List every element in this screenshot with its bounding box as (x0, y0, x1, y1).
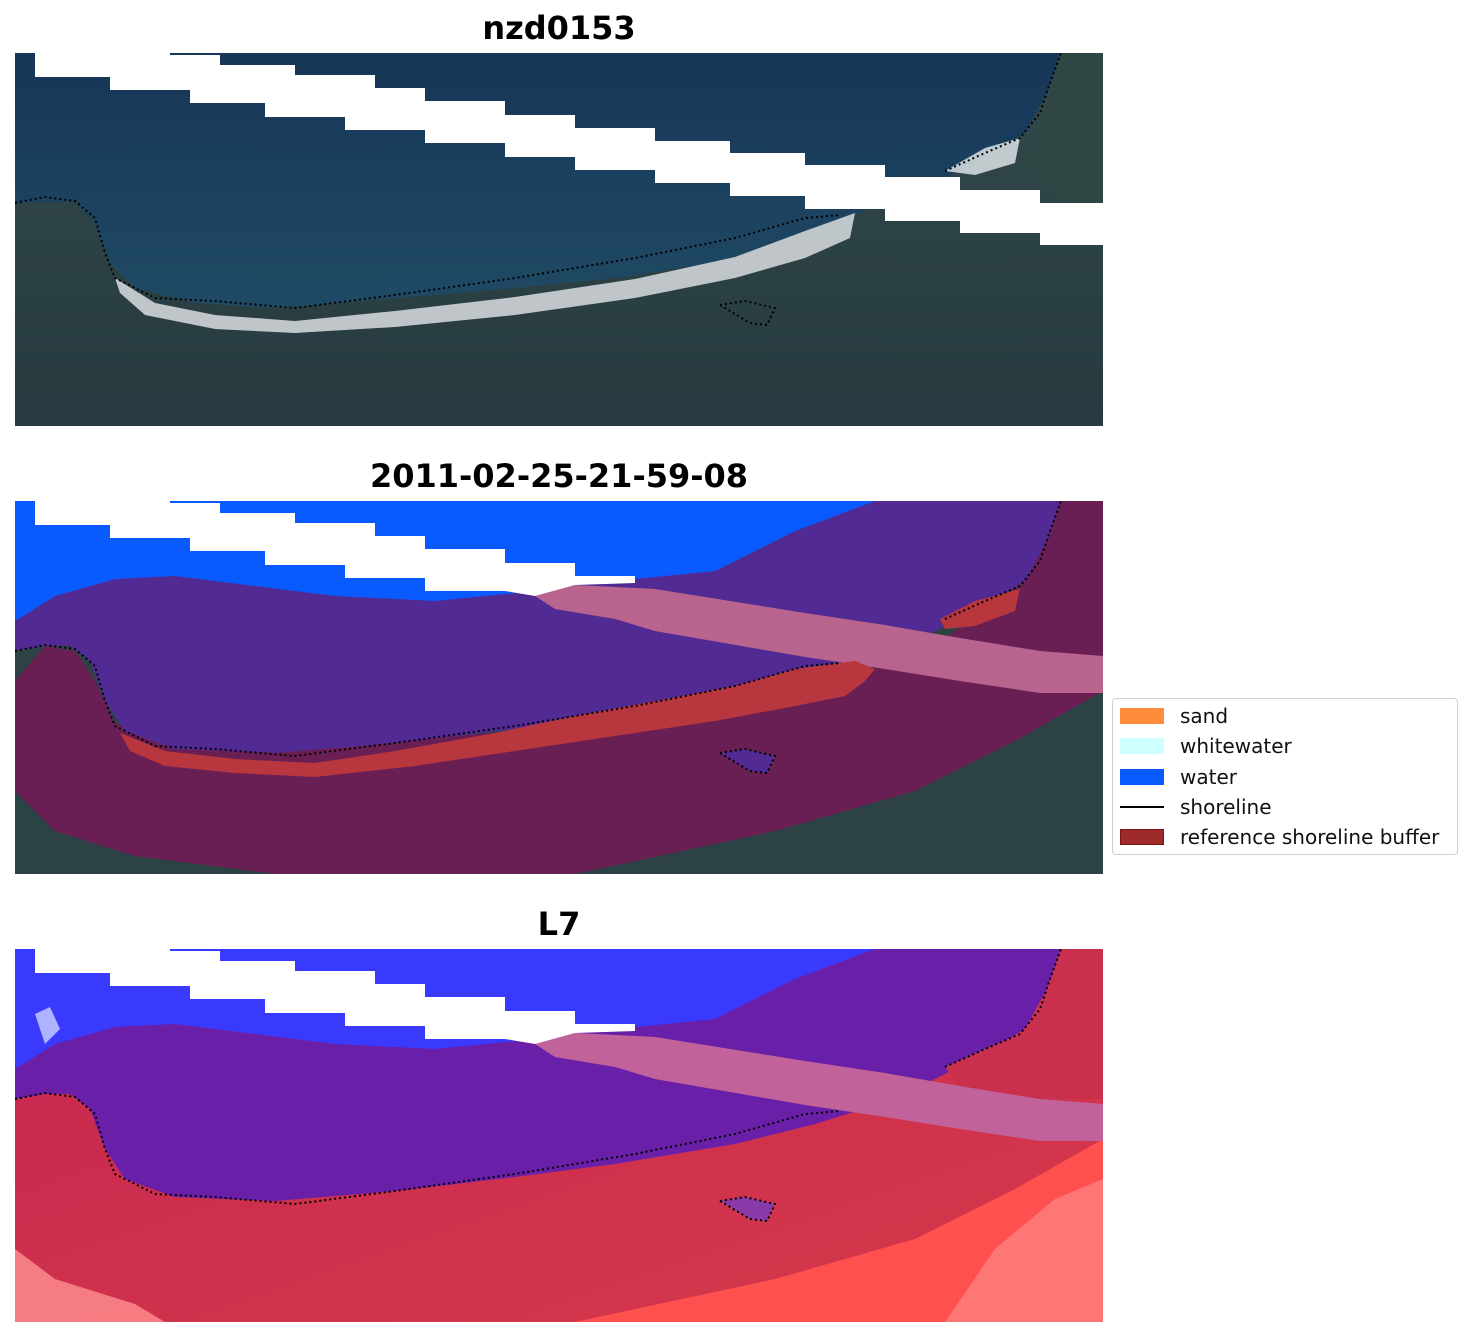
shoreline-line (15, 643, 841, 758)
sand-swatch (1120, 708, 1164, 724)
legend-item-reference-buffer: reference shoreline buffer (1120, 825, 1439, 849)
index-panel (15, 949, 1103, 1322)
legend-item-shoreline: shoreline (1120, 795, 1272, 819)
legend-item-water: water (1120, 765, 1237, 789)
legend-label: reference shoreline buffer (1180, 825, 1440, 849)
legend: sand whitewater water shoreline referenc… (1112, 698, 1458, 855)
beach-band (115, 213, 855, 333)
rgb-image-panel (15, 53, 1103, 426)
panel-title-classification: 2011-02-25-21-59-08 (369, 457, 749, 495)
classification-panel (15, 501, 1103, 874)
buffer-over-scanline (535, 585, 1103, 693)
legend-label: shoreline (1180, 795, 1272, 819)
shoreline-swatch (1120, 806, 1164, 808)
shoreline-line (15, 1091, 841, 1206)
legend-item-sand: sand (1120, 704, 1228, 728)
legend-label: water (1180, 765, 1237, 789)
buffer-swatch (1120, 829, 1164, 845)
whitewater-swatch (1120, 738, 1164, 754)
legend-label: sand (1180, 704, 1229, 728)
sand-in-buffer (120, 661, 875, 777)
panel-title-index: L7 (537, 905, 581, 943)
scanline-gap (15, 53, 1103, 245)
legend-item-whitewater: whitewater (1120, 734, 1292, 758)
panel-title-rgb: nzd0153 (482, 9, 636, 47)
water-swatch (1120, 769, 1164, 785)
legend-label: whitewater (1180, 734, 1292, 758)
reference-buffer-region (15, 501, 1103, 874)
buffer-over-water (15, 501, 1061, 753)
shoreline-line (15, 195, 841, 310)
